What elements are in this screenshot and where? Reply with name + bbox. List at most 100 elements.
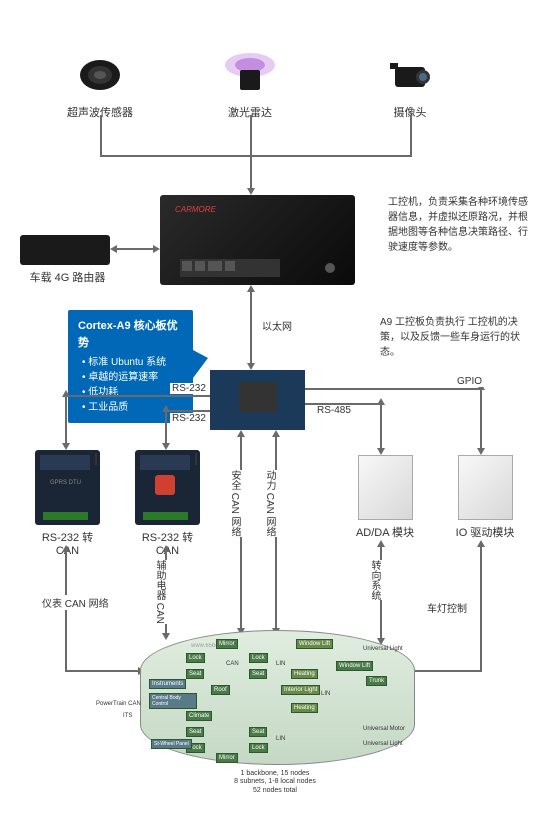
car-block: Mirror	[216, 639, 238, 649]
callout-title: Cortex-A9 核心板优势	[78, 318, 183, 351]
arrow-gpio	[477, 448, 485, 455]
lights-label: 车灯控制	[425, 600, 469, 615]
rs232can-2-icon	[135, 450, 200, 525]
ultrasonic-sensor: 超声波传感器	[65, 55, 135, 120]
car-block: Seat	[249, 669, 267, 679]
rs232can-1-icon: GPRS DTU	[35, 450, 100, 525]
rs485-label: RS-485	[315, 405, 353, 416]
line-rs232-1h	[65, 395, 210, 397]
arrow-router	[153, 245, 160, 253]
arrow-rs485u	[377, 398, 385, 405]
rs232can-1: GPRS DTU RS-232 转 CAN	[30, 450, 105, 557]
safety-can-label: 安全 CAN 网络	[225, 470, 244, 537]
arrow-sensors-ipc	[247, 188, 255, 195]
camera-icon	[385, 55, 435, 95]
car-block: Lock	[249, 743, 268, 753]
line-dash-canh	[65, 670, 140, 672]
car-block: Mirror	[216, 753, 238, 763]
line-lidar	[250, 115, 252, 190]
router-label: 车载 4G 路由器	[20, 269, 115, 285]
line-gpiov	[480, 388, 482, 450]
io-label: IO 驱动模块	[450, 524, 520, 540]
rs232can-1-label: RS-232 转 CAN	[30, 529, 105, 557]
arrow-rs485	[377, 448, 385, 455]
cortex-callout: Cortex-A9 核心板优势 标准 Ubuntu 系统 卓越的运算速率 低功耗…	[68, 310, 193, 423]
line-ultrasonic	[100, 115, 102, 155]
line-lightsh	[410, 670, 482, 672]
line-gpioh	[305, 388, 480, 390]
car-block: Window Lift	[296, 639, 333, 649]
car-block: Lock	[249, 653, 268, 663]
callout-item: 低功耗	[82, 385, 183, 400]
ultrasonic-icon	[75, 55, 125, 95]
dashboard-can-label: 仪表 CAN 网络	[40, 595, 111, 610]
arr-aux-u	[162, 545, 170, 552]
adda-label: AD/DA 模块	[350, 524, 420, 540]
arr-st-u	[377, 540, 385, 547]
callout-item: 标准 Ubuntu 系统	[82, 355, 183, 370]
car-block: Central Body Control	[149, 693, 197, 709]
ipc-icon: CARMORE	[160, 195, 355, 285]
arrow-eth-down	[247, 363, 255, 370]
line-rs232-2v	[165, 410, 167, 445]
ipc-device: CARMORE	[160, 195, 355, 285]
router-device: 车载 4G 路由器	[20, 235, 115, 285]
aux-can-label: 辅助电器 CAN	[150, 560, 169, 624]
arrow-rs232-2u	[162, 405, 170, 412]
line-lights	[480, 545, 482, 670]
car-block: Window Lift	[336, 661, 373, 671]
gpio-label: GPIO	[455, 376, 484, 387]
ethernet-label: 以太网	[260, 318, 294, 333]
ipc-description: 工控机，负责采集各种环境传感器信息，并虚拟还原路况，并根据地图等各种信息决策路径…	[388, 195, 528, 255]
car-block: Seat	[186, 669, 204, 679]
line-dash-can	[65, 550, 67, 670]
car-block: Roof	[211, 685, 230, 695]
adda-icon	[358, 455, 413, 520]
power-can-label: 动力 CAN 网络	[260, 470, 279, 537]
a9-description: A9 工控板负责执行 工控机的决策，以及反馈一些车身运行的状态。	[380, 315, 520, 360]
line-router	[115, 248, 155, 250]
lidar-sensor: 激光雷达	[215, 50, 285, 120]
line-ultrasonic-h	[100, 155, 252, 157]
line-rs232-1v	[65, 395, 67, 445]
arr-lt-u	[477, 540, 485, 547]
car-block: St-Wheel Panel	[151, 739, 192, 749]
car-bus: PowerTrain CAN	[96, 701, 141, 707]
arr-pc-u	[272, 430, 280, 437]
car-block: Heating	[291, 703, 318, 713]
rs232-label-1: RS-232	[170, 383, 208, 394]
car-block: Instruments	[149, 679, 186, 689]
line-rs232-2h	[165, 410, 210, 412]
a9-board	[210, 370, 305, 430]
car-block: Heating	[291, 669, 318, 679]
car-ext: Universal Light	[363, 646, 403, 652]
car-block: Climate	[186, 711, 212, 721]
arrow-router-back	[110, 245, 117, 253]
car-bus: LIN	[321, 691, 330, 697]
steering-label: 转向系统	[365, 560, 384, 600]
rs232can-2-label: RS-232 转 CAN	[130, 529, 205, 557]
line-rs485v	[380, 403, 382, 450]
arr-sc-u	[237, 430, 245, 437]
arr-dash-u	[62, 545, 70, 552]
car-block: Interior Light	[281, 685, 320, 695]
car-block: Lock	[186, 653, 205, 663]
callout-item: 卓越的运算速率	[82, 370, 183, 385]
arrow-eth-up	[247, 285, 255, 292]
camera-sensor: 摄像头	[380, 55, 440, 120]
arrow-rs232-1	[62, 443, 70, 450]
lidar-icon	[220, 50, 280, 95]
car-block: Seat	[186, 727, 204, 737]
car-bus: ITS	[123, 713, 132, 719]
a9-icon	[210, 370, 305, 430]
arrow-rs232-2	[162, 443, 170, 450]
adda-module: AD/DA 模块	[350, 455, 420, 540]
line-camera-h	[250, 155, 412, 157]
car-caption: 1 backbone, 15 nodes 8 subnets, 1-8 loca…	[145, 770, 405, 795]
rs232-label-2: RS-232	[170, 413, 208, 424]
io-module: IO 驱动模块	[450, 455, 520, 540]
arrow-rs232-1u	[62, 390, 70, 397]
car-bus: CAN	[226, 661, 239, 667]
callout-tail	[193, 350, 208, 378]
line-camera	[410, 115, 412, 155]
